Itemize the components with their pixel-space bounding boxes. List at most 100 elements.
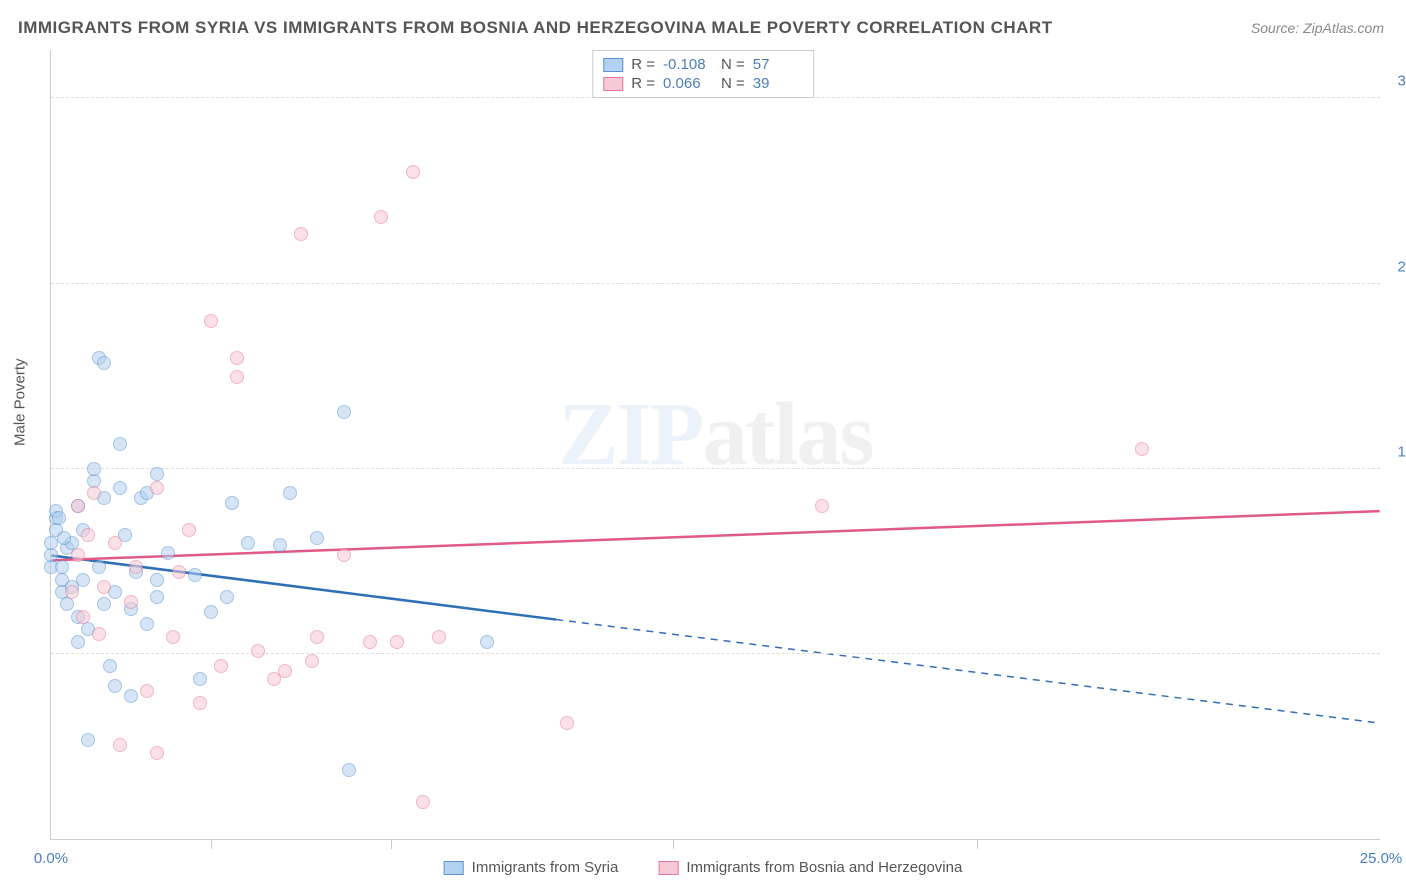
scatter-point [81,733,95,747]
scatter-point [113,481,127,495]
scatter-point [193,672,207,686]
scatter-point [97,597,111,611]
scatter-point [140,617,154,631]
scatter-point [294,227,308,241]
source-attribution: Source: ZipAtlas.com [1251,20,1384,36]
scatter-point [305,654,319,668]
scatter-point [225,496,239,510]
y-axis-title: Male Poverty [12,358,29,446]
scatter-point [113,738,127,752]
chart-title: IMMIGRANTS FROM SYRIA VS IMMIGRANTS FROM… [18,18,1053,38]
r-value: -0.108 [663,56,713,73]
gridline [51,283,1380,284]
scatter-point [220,590,234,604]
scatter-point [150,573,164,587]
scatter-point [103,659,117,673]
scatter-point [71,499,85,513]
scatter-point [241,536,255,550]
scatter-point [129,560,143,574]
n-label: N = [721,75,745,92]
scatter-point [204,605,218,619]
scatter-point [113,437,127,451]
scatter-point [92,560,106,574]
x-tick-label: 0.0% [34,850,68,867]
scatter-point [363,635,377,649]
scatter-point [560,716,574,730]
scatter-point [161,546,175,560]
scatter-point [337,405,351,419]
scatter-point [150,467,164,481]
plot-area: ZIPatlas 7.5%15.0%22.5%30.0%0.0%25.0% [50,50,1380,840]
scatter-point [193,696,207,710]
legend-series-label: Immigrants from Syria [472,859,619,876]
n-value: 57 [753,56,803,73]
gridline [51,653,1380,654]
scatter-point [60,597,74,611]
legend-swatch [603,77,623,91]
scatter-point [44,536,58,550]
scatter-point [337,548,351,562]
scatter-point [76,573,90,587]
scatter-point [230,370,244,384]
legend-series-item: Immigrants from Bosnia and Herzegovina [658,859,962,876]
scatter-point [97,356,111,370]
trend-line-dashed [556,620,1380,724]
scatter-point [416,795,430,809]
scatter-point [230,351,244,365]
x-tick [391,839,392,849]
gridline [51,468,1380,469]
x-tick [673,839,674,849]
scatter-point [374,210,388,224]
scatter-point [214,659,228,673]
legend-swatch [603,58,623,72]
scatter-point [390,635,404,649]
n-value: 39 [753,75,803,92]
x-tick [977,839,978,849]
scatter-point [52,511,66,525]
scatter-point [342,763,356,777]
scatter-point [310,630,324,644]
scatter-point [1135,442,1149,456]
scatter-point [92,627,106,641]
legend-correlation: R = -0.108 N = 57R = 0.066 N = 39 [592,50,814,98]
r-label: R = [631,75,655,92]
scatter-point [182,523,196,537]
scatter-point [108,679,122,693]
scatter-point [81,528,95,542]
scatter-point [71,635,85,649]
legend-correlation-row: R =-0.108N =57 [603,55,803,74]
scatter-point [97,580,111,594]
scatter-point [432,630,446,644]
legend-series-label: Immigrants from Bosnia and Herzegovina [686,859,962,876]
scatter-point [480,635,494,649]
scatter-point [44,548,58,562]
scatter-point [251,644,265,658]
scatter-point [108,536,122,550]
scatter-point [150,590,164,604]
scatter-point [87,486,101,500]
scatter-point [65,585,79,599]
scatter-point [124,689,138,703]
scatter-point [815,499,829,513]
scatter-point [87,462,101,476]
x-tick [211,839,212,849]
scatter-point [273,538,287,552]
r-value: 0.066 [663,75,713,92]
legend-swatch [658,861,678,875]
scatter-point [150,746,164,760]
y-tick-label: 15.0% [1397,443,1406,460]
scatter-point [124,595,138,609]
x-tick-label: 25.0% [1360,850,1403,867]
scatter-point [283,486,297,500]
scatter-point [204,314,218,328]
y-tick-label: 22.5% [1397,258,1406,275]
scatter-point [278,664,292,678]
legend-correlation-row: R = 0.066 N = 39 [603,74,803,93]
legend-series: Immigrants from Syria Immigrants from Bos… [444,859,963,876]
scatter-point [140,684,154,698]
legend-series-item: Immigrants from Syria [444,859,619,876]
scatter-point [166,630,180,644]
n-label: N = [721,56,745,73]
scatter-point [172,565,186,579]
trend-lines [51,50,1380,839]
